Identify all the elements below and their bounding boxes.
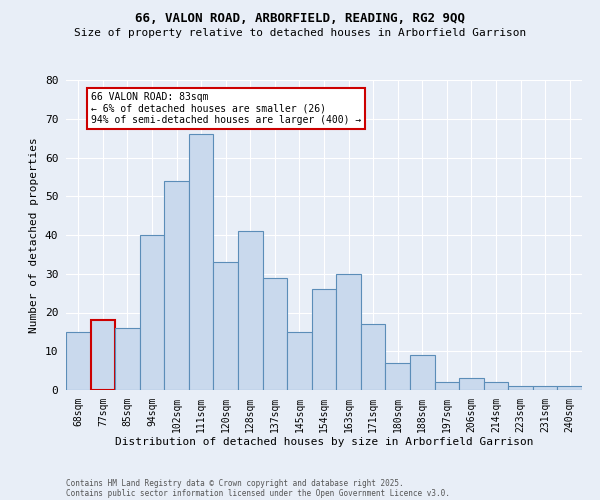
Y-axis label: Number of detached properties: Number of detached properties xyxy=(29,137,40,333)
Text: Contains public sector information licensed under the Open Government Licence v3: Contains public sector information licen… xyxy=(66,488,450,498)
Bar xyxy=(263,278,287,390)
Bar xyxy=(91,320,115,390)
Bar xyxy=(238,231,263,390)
Bar xyxy=(434,382,459,390)
Bar xyxy=(336,274,361,390)
Bar xyxy=(287,332,312,390)
Bar xyxy=(557,386,582,390)
Bar xyxy=(361,324,385,390)
Text: 66, VALON ROAD, ARBORFIELD, READING, RG2 9QQ: 66, VALON ROAD, ARBORFIELD, READING, RG2… xyxy=(135,12,465,26)
X-axis label: Distribution of detached houses by size in Arborfield Garrison: Distribution of detached houses by size … xyxy=(115,437,533,447)
Bar xyxy=(189,134,214,390)
Bar xyxy=(508,386,533,390)
Text: Contains HM Land Registry data © Crown copyright and database right 2025.: Contains HM Land Registry data © Crown c… xyxy=(66,478,404,488)
Bar xyxy=(140,235,164,390)
Bar xyxy=(484,382,508,390)
Bar xyxy=(410,355,434,390)
Bar xyxy=(459,378,484,390)
Bar xyxy=(164,180,189,390)
Bar xyxy=(115,328,140,390)
Text: 66 VALON ROAD: 83sqm
← 6% of detached houses are smaller (26)
94% of semi-detach: 66 VALON ROAD: 83sqm ← 6% of detached ho… xyxy=(91,92,361,125)
Bar xyxy=(66,332,91,390)
Bar xyxy=(214,262,238,390)
Text: Size of property relative to detached houses in Arborfield Garrison: Size of property relative to detached ho… xyxy=(74,28,526,38)
Bar xyxy=(533,386,557,390)
Bar xyxy=(312,289,336,390)
Bar xyxy=(385,363,410,390)
